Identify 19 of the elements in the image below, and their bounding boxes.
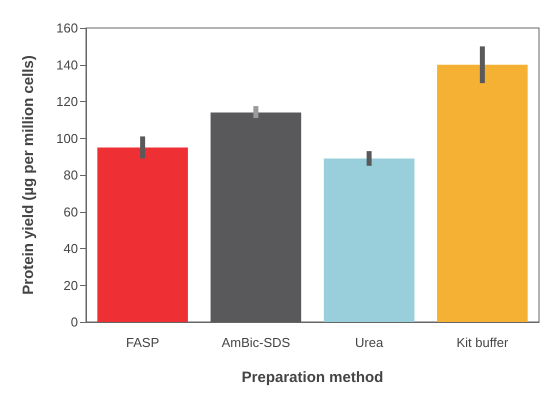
y-tick-label: 40 xyxy=(64,241,78,256)
x-tick-label: FASP xyxy=(126,335,160,350)
bar xyxy=(97,147,188,322)
y-tick-label: 160 xyxy=(56,20,78,36)
bar xyxy=(324,158,414,322)
bar xyxy=(437,64,528,322)
y-tick-label: 0 xyxy=(70,314,78,330)
x-tick-label: AmBic-SDS xyxy=(222,335,291,350)
y-tick-label: 60 xyxy=(64,204,78,220)
bar xyxy=(210,112,302,322)
y-tick-label: 20 xyxy=(64,278,78,293)
x-axis-title: Preparation method xyxy=(242,369,384,386)
y-tick-label: 100 xyxy=(56,130,78,146)
x-tick-label: Urea xyxy=(355,335,384,350)
x-tick-label: Kit buffer xyxy=(456,335,509,350)
y-tick-label: 80 xyxy=(64,168,78,182)
y-tick-label: 140 xyxy=(56,57,78,72)
y-axis-title: Protein yield (µg per million cells) xyxy=(20,55,37,295)
y-tick-label: 120 xyxy=(56,94,78,109)
